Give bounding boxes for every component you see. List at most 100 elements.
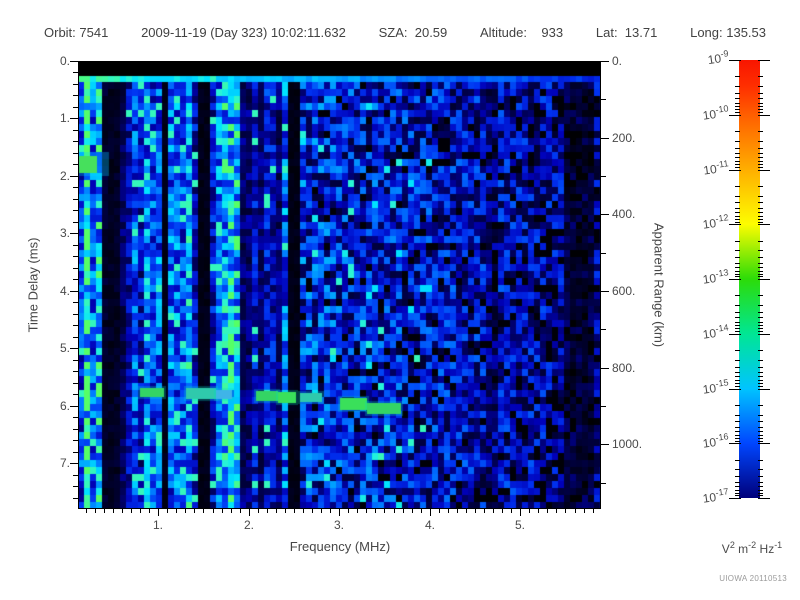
y-left-major-tick xyxy=(70,406,78,407)
colorbar-minor-tick-right xyxy=(758,405,763,406)
y-left-minor-tick xyxy=(73,256,78,257)
y-left-minor-tick xyxy=(73,475,78,476)
x-axis-minor-tick xyxy=(86,509,87,513)
y-right-tick-label: 600. xyxy=(612,284,636,298)
colorbar-minor-tick-right xyxy=(758,263,763,264)
colorbar-minor-tick-left xyxy=(735,263,740,264)
colorbar-minor-tick-right xyxy=(758,153,763,154)
y-right-tick-label: 800. xyxy=(612,361,636,375)
y-left-minor-tick xyxy=(73,268,78,269)
colorbar-tick-label: 10-17 xyxy=(701,486,730,506)
x-axis-minor-tick xyxy=(593,509,594,513)
colorbar-minor-tick-left xyxy=(735,271,740,272)
colorbar-minor-tick-left xyxy=(735,153,740,154)
credit-stamp: UIOWA 20110513 xyxy=(719,574,787,583)
colorbar-minor-tick-right xyxy=(758,257,763,258)
colorbar-exponent: -16 xyxy=(714,431,730,443)
colorbar-exponent: -13 xyxy=(714,267,730,279)
x-axis-minor-tick xyxy=(502,509,503,513)
colorbar-minor-tick-right xyxy=(758,482,763,483)
y-right-minor-tick xyxy=(601,483,606,484)
x-axis-minor-tick xyxy=(511,509,512,513)
colorbar-minor-tick-right xyxy=(758,106,763,107)
colorbar-minor-tick-right xyxy=(758,98,763,99)
colorbar-minor-tick-left xyxy=(735,274,740,275)
colorbar-major-tick-right xyxy=(758,279,770,280)
colorbar-minor-tick-left xyxy=(735,196,740,197)
colorbar-minor-tick-right xyxy=(758,131,763,132)
colorbar-exponent: -9 xyxy=(719,48,730,60)
colorbar-minor-tick-right xyxy=(758,476,763,477)
colorbar-minor-tick-right xyxy=(758,380,763,381)
x-axis-minor-tick xyxy=(529,509,530,513)
y-right-minor-tick xyxy=(601,253,606,254)
colorbar-minor-tick-right xyxy=(758,208,763,209)
colorbar-minor-tick-left xyxy=(735,350,740,351)
colorbar-minor-tick-left xyxy=(735,469,740,470)
colorbar-minor-tick-right xyxy=(758,460,763,461)
x-axis-minor-tick xyxy=(294,509,295,513)
x-axis-minor-tick xyxy=(375,509,376,513)
x-axis-minor-tick xyxy=(140,509,141,513)
colorbar-minor-tick-right xyxy=(758,427,763,428)
colorbar-minor-tick-right xyxy=(758,148,763,149)
y-left-minor-tick xyxy=(73,279,78,280)
y-right-major-tick xyxy=(601,444,609,445)
colorbar-exponent: -15 xyxy=(714,377,730,389)
colorbar-minor-tick-right xyxy=(758,186,763,187)
colorbar-minor-tick-right xyxy=(758,421,763,422)
y-left-minor-tick xyxy=(73,498,78,499)
colorbar-minor-tick-right xyxy=(758,112,763,113)
y-left-minor-tick xyxy=(73,130,78,131)
x-axis-minor-tick xyxy=(466,509,467,513)
colorbar-minor-tick-right xyxy=(758,486,763,487)
colorbar-minor-tick-right xyxy=(758,441,763,442)
colorbar-minor-tick-left xyxy=(735,331,740,332)
colorbar-minor-tick-left xyxy=(735,208,740,209)
colorbar-tick-label: 10-16 xyxy=(701,431,730,451)
colorbar-exponent: -17 xyxy=(714,486,730,498)
colorbar-minor-tick-right xyxy=(758,312,763,313)
colorbar-minor-tick-left xyxy=(735,222,740,223)
colorbar-major-tick-right xyxy=(758,224,770,225)
header-altitude: Altitude: 933 xyxy=(480,25,564,40)
x-axis-minor-tick xyxy=(384,509,385,513)
colorbar-minor-tick-left xyxy=(735,202,740,203)
y-left-major-tick xyxy=(70,118,78,119)
y-left-minor-tick xyxy=(73,107,78,108)
colorbar-minor-tick-left xyxy=(735,376,740,377)
colorbar-minor-tick-right xyxy=(758,360,763,361)
x-axis-minor-tick xyxy=(131,509,132,513)
colorbar-minor-tick-right xyxy=(758,93,763,94)
y-left-tick-label: 5. xyxy=(59,341,70,355)
colorbar-exponent: -14 xyxy=(714,322,730,334)
colorbar-minor-tick-left xyxy=(735,276,740,277)
x-axis-tick-label: 3. xyxy=(333,518,344,532)
colorbar-minor-tick-right xyxy=(758,274,763,275)
colorbar-minor-tick-left xyxy=(735,212,740,213)
colorbar-minor-tick-left xyxy=(735,427,740,428)
colorbar-major-tick-left xyxy=(729,170,741,171)
y-right-minor-tick xyxy=(601,99,606,100)
x-axis-tick-label: 1. xyxy=(152,518,163,532)
y-left-major-tick xyxy=(70,348,78,349)
colorbar-minor-tick-left xyxy=(735,148,740,149)
colorbar-tick-label: 10-12 xyxy=(701,212,730,232)
y-left-minor-tick xyxy=(73,383,78,384)
colorbar-major-tick-left xyxy=(729,224,741,225)
y-left-minor-tick xyxy=(73,417,78,418)
colorbar-minor-tick-left xyxy=(735,476,740,477)
colorbar-minor-tick-right xyxy=(758,469,763,470)
x-axis-major-tick xyxy=(520,509,521,516)
colorbar-minor-tick-left xyxy=(735,186,740,187)
y-left-minor-tick xyxy=(73,440,78,441)
colorbar-minor-tick-left xyxy=(735,493,740,494)
x-axis-minor-tick xyxy=(584,509,585,513)
colorbar-minor-tick-left xyxy=(735,98,740,99)
colorbar-minor-tick-right xyxy=(758,372,763,373)
y-left-minor-tick xyxy=(73,153,78,154)
x-axis-tick-label: 2. xyxy=(243,518,254,532)
x-axis-minor-tick xyxy=(394,509,395,513)
colorbar-minor-tick-left xyxy=(735,93,740,94)
colorbar-minor-tick-right xyxy=(758,322,763,323)
